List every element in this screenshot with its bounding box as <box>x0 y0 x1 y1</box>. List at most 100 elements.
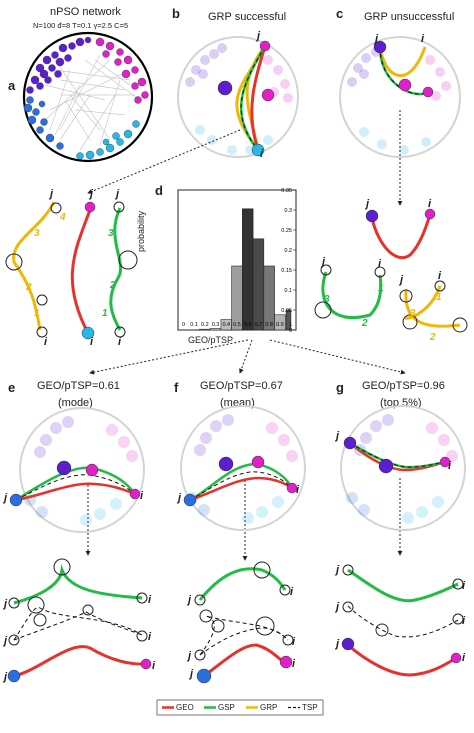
step-label-2-gsp: 2 <box>110 280 116 291</box>
node-label-j-c3: j <box>400 274 404 286</box>
node-label-i-f3: i <box>292 658 296 670</box>
panel-f-title: GEO/pTSP=0.67 <box>200 380 283 392</box>
panel-g-title: GEO/pTSP=0.96 <box>362 380 445 392</box>
step-label-3-grp: 3 <box>34 228 40 239</box>
step-label-4-grp: 4 <box>60 212 66 223</box>
node-label-j-g3: j <box>336 638 340 650</box>
node-label-i-c2: i <box>378 258 382 270</box>
panel-b-extracted-paths <box>5 201 138 340</box>
panel-f-extracted-paths <box>194 561 294 684</box>
node-label-i-b3: i <box>118 336 122 348</box>
legend-label-gsp: GSP <box>218 703 235 712</box>
node-label-i-e2: i <box>148 631 152 643</box>
node-label-i-c3: i <box>438 270 442 282</box>
step-label-2-grp-c: 2 <box>430 332 436 343</box>
node-label-j-f1: j <box>188 594 192 606</box>
x-tick-label: 0.3 <box>212 322 220 328</box>
x-tick-label: 0.7 <box>255 322 263 328</box>
histogram-bar <box>209 328 222 331</box>
node-label-j-b3: j <box>116 188 120 200</box>
panel-e-network <box>9 407 145 533</box>
node-label-j-b2: j <box>90 188 94 200</box>
step-label-1-grp: 1 <box>34 308 40 319</box>
histogram-bar <box>285 309 292 331</box>
x-tick-label: 0.5 <box>233 322 241 328</box>
histogram-bar <box>274 314 286 331</box>
y-tick-label: 0 <box>289 328 292 334</box>
histogram-ylabel: probability <box>136 210 146 252</box>
node-label-j-b: j <box>257 30 261 42</box>
node-label-i-f2: i <box>292 636 296 648</box>
node-label-i-e: i <box>140 490 144 502</box>
y-tick-label: 0.2 <box>284 248 292 254</box>
histogram-bar <box>231 265 243 331</box>
x-tick-label: 1 <box>289 322 292 328</box>
node-label-i-b2: i <box>90 336 94 348</box>
node-label-i-g: i <box>448 460 452 472</box>
y-tick-label: 0.35 <box>281 188 292 194</box>
step-label-2-gsp-c: 2 <box>362 318 368 329</box>
panel-a-title: nPSO network <box>50 6 121 18</box>
step-label-3-gsp-c: 3 <box>324 294 330 305</box>
node-label-i-g2: i <box>462 615 466 627</box>
histogram-bar <box>199 328 211 331</box>
panel-g-extracted-paths <box>341 564 464 677</box>
node-label-i-e3: i <box>152 660 156 672</box>
node-label-i-f1: i <box>290 586 294 598</box>
node-label-i-g3: i <box>462 652 466 664</box>
panel-c-network <box>339 36 461 158</box>
node-label-j-e1: j <box>4 598 8 610</box>
histogram-xlabel: GEO/pTSP <box>188 335 234 345</box>
histogram-bar <box>252 238 265 331</box>
panel-letter-g: g <box>336 380 344 395</box>
histogram-bar <box>242 208 254 331</box>
panel-b-network <box>177 36 299 158</box>
panel-letter-e: e <box>8 380 16 395</box>
panel-e-title: GEO/pTSP=0.61 <box>37 380 120 392</box>
histogram-bars <box>199 208 292 331</box>
node-label-j-e2: j <box>4 635 8 647</box>
node-label-j-g: j <box>336 430 340 442</box>
step-label-1-gsp: 1 <box>102 308 108 319</box>
panel-f-network <box>180 405 306 531</box>
y-tick-label: 0.3 <box>284 208 292 214</box>
node-label-j-c2: j <box>322 256 326 268</box>
step-label-2-grp: 2 <box>26 282 32 293</box>
x-tick-label: 0.6 <box>244 322 252 328</box>
x-tick-label: 0.4 <box>222 322 230 328</box>
legend-box <box>156 699 324 716</box>
node-label-i-b1: i <box>44 336 48 348</box>
histogram-bar <box>263 265 275 331</box>
y-tick-label: 0.05 <box>281 308 292 314</box>
x-tick-label: 0.2 <box>201 322 209 328</box>
node-label-j-c1: j <box>366 198 370 210</box>
histogram-x-ticks: 0 0.1 0.2 0.3 0.4 0.5 0.6 0.7 0.8 0.9 1 <box>182 322 292 328</box>
node-label-j-c: j <box>375 33 379 45</box>
y-tick-label: 0.15 <box>281 268 292 274</box>
panel-c-title: GRP unsuccessful <box>364 11 455 23</box>
panel-letter-c: c <box>336 6 344 21</box>
node-label-i-e1: i <box>148 594 152 606</box>
node-label-j-e: j <box>4 492 8 504</box>
panel-b-title: GRP successful <box>208 11 287 23</box>
node-label-j-g1: j <box>336 564 340 576</box>
x-tick-label: 0.9 <box>276 322 284 328</box>
x-tick-label: 0.1 <box>190 322 198 328</box>
panel-letter-b: b <box>172 6 180 21</box>
legend-label-grp: GRP <box>260 703 278 712</box>
connector-arrows <box>85 110 406 561</box>
panel-c-extracted-paths <box>314 208 468 333</box>
x-tick-label: 0 <box>182 322 185 328</box>
node-label-i-f: i <box>296 484 300 496</box>
legend-label-tsp: TSP <box>302 703 318 712</box>
step-label-1-grp-c: 1 <box>436 292 442 303</box>
panel-g-network <box>340 405 466 531</box>
x-tick-label: 0.8 <box>265 322 273 328</box>
panel-a-subtitle: N=100 đ=8 T=0.1 γ=2.5 C=5 <box>33 21 129 30</box>
node-label-j-g2: j <box>336 601 340 613</box>
panel-letter-f: f <box>174 380 179 395</box>
node-label-j-e3: j <box>4 671 8 683</box>
node-label-i-c1: i <box>428 198 432 210</box>
step-label-3-grp-c: 3 <box>410 308 416 319</box>
